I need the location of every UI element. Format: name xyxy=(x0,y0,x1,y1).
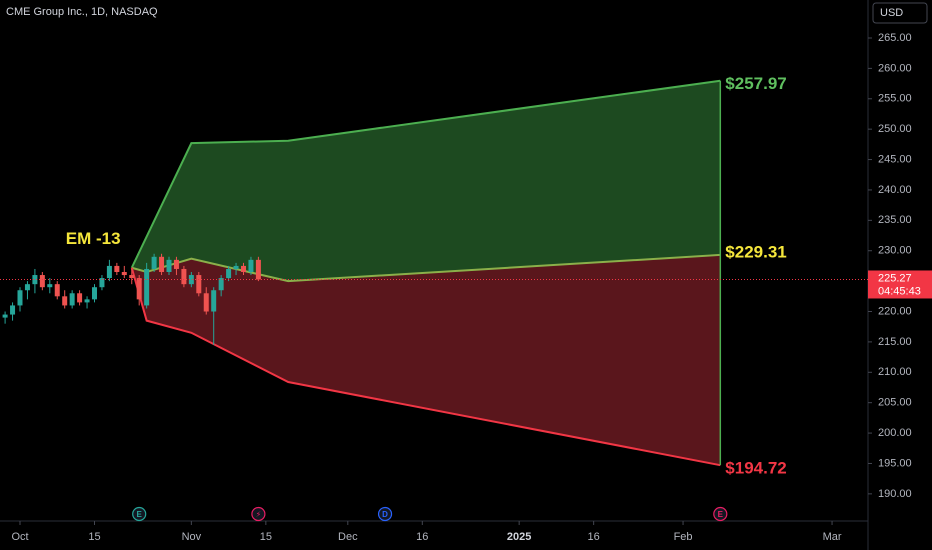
chart-title: CME Group Inc., 1D, NASDAQ xyxy=(6,6,158,18)
x-tick-label: Nov xyxy=(182,531,202,543)
x-tick-label: 15 xyxy=(88,531,100,543)
candle-body xyxy=(114,265,120,273)
candle-body xyxy=(47,284,53,288)
candle-body xyxy=(17,290,23,306)
event-label: ⚡ xyxy=(256,510,262,519)
x-tick-label: Dec xyxy=(338,531,358,543)
y-tick-label: 255.00 xyxy=(878,93,912,105)
candle-body xyxy=(2,314,8,318)
upper-line xyxy=(130,79,721,269)
y-tick-label: 245.00 xyxy=(878,153,912,165)
candle-body xyxy=(211,290,217,312)
y-tick-label: 190.00 xyxy=(878,488,912,500)
y-tick-label: 260.00 xyxy=(878,62,912,74)
lower-line xyxy=(130,267,721,467)
candle-body xyxy=(226,268,232,279)
x-tick-label: 16 xyxy=(588,531,600,543)
y-tick-label: 230.00 xyxy=(878,245,912,257)
x-tick-label: Feb xyxy=(674,531,693,543)
candle-body xyxy=(121,272,127,276)
candles xyxy=(2,253,261,345)
candle-body xyxy=(77,293,83,303)
expected-move: $257.97 $229.31 $194.72 EM -13 xyxy=(66,74,787,477)
y-tick-label: 200.00 xyxy=(878,427,912,439)
candle-body xyxy=(144,268,150,306)
y-tick-label: 250.00 xyxy=(878,123,912,135)
candle-body xyxy=(24,284,30,291)
lower-value-label: $194.72 xyxy=(725,459,786,478)
candle-body xyxy=(151,256,157,269)
y-tick-label: 265.00 xyxy=(878,32,912,44)
middle-value-label: $229.31 xyxy=(725,242,786,261)
y-tick-label: 210.00 xyxy=(878,366,912,378)
candle-body xyxy=(241,265,246,273)
candle-body xyxy=(62,296,68,306)
candle-body xyxy=(99,278,105,288)
candle-body xyxy=(188,275,194,285)
event-marker xyxy=(132,506,147,522)
y-tick-label: 240.00 xyxy=(878,184,912,196)
candle-body xyxy=(166,259,172,273)
candle-body xyxy=(69,293,75,306)
currency-button[interactable] xyxy=(872,2,928,24)
event-label: E xyxy=(137,510,143,519)
x-tick-label: Mar xyxy=(823,531,842,543)
candle-body xyxy=(159,256,165,273)
y-tick-label: 220.00 xyxy=(878,305,912,317)
x-tick-label: Oct xyxy=(11,531,28,543)
candle-body xyxy=(92,287,97,300)
candle-body xyxy=(196,275,202,294)
candle-body xyxy=(106,265,112,279)
em-label: EM -13 xyxy=(66,229,121,248)
lower-area xyxy=(131,254,721,466)
candle-body xyxy=(233,265,239,269)
candle-body xyxy=(255,259,261,280)
y-tick-label: 195.00 xyxy=(878,457,912,469)
event-marker xyxy=(251,506,266,522)
x-tick-label: 2025 xyxy=(507,531,531,543)
event-marker xyxy=(377,506,393,522)
candle-body xyxy=(84,299,90,303)
candle-body xyxy=(173,259,179,269)
candle-body xyxy=(39,275,45,288)
axes: 190.00 195.00 200.00 205.00 210.00 215.00 220.… xyxy=(11,32,911,543)
candle-body xyxy=(203,293,209,312)
x-tick-label: 15 xyxy=(260,531,272,543)
candle-body xyxy=(136,278,142,300)
price-tag-value: 225.27 xyxy=(878,272,912,284)
event-label: D xyxy=(382,510,388,519)
event-marker xyxy=(713,506,728,522)
candle-body xyxy=(129,275,135,279)
y-tick-label: 205.00 xyxy=(878,397,912,409)
upper-area xyxy=(131,80,721,282)
candle-body xyxy=(32,275,38,285)
candle-body xyxy=(54,284,60,297)
price-tag xyxy=(868,270,932,299)
middle-line xyxy=(131,253,721,283)
price-tag-countdown: 04:45:43 xyxy=(878,285,921,297)
candle-body xyxy=(181,268,187,285)
y-tick-label: 215.00 xyxy=(878,336,912,348)
candle-body xyxy=(10,305,16,315)
candle-body xyxy=(248,259,254,273)
currency[interactable]: USD xyxy=(880,7,903,19)
y-tick-label: 235.00 xyxy=(878,214,912,226)
candle-body xyxy=(218,278,224,291)
upper-value-label: $257.97 xyxy=(725,74,786,93)
event-label: E xyxy=(718,510,724,519)
x-tick-label: 16 xyxy=(416,531,428,543)
